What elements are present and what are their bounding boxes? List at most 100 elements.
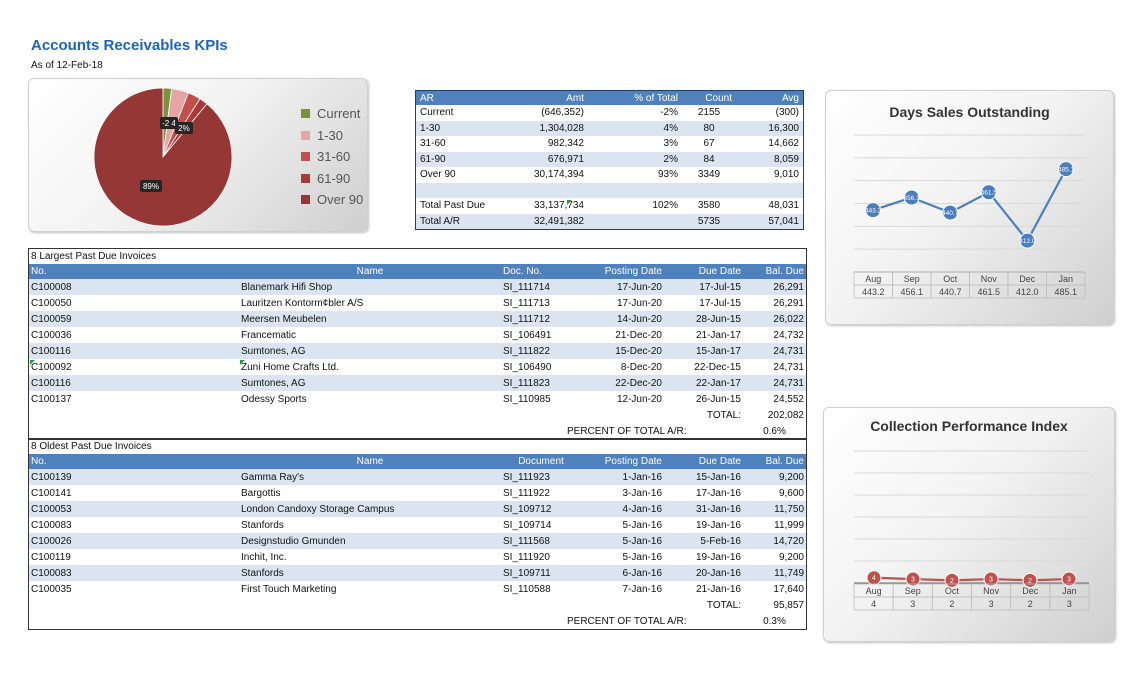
- cell: 9,010: [773, 169, 799, 181]
- cell: 19-Jan-16: [695, 519, 741, 531]
- table-row[interactable]: C100053 London Candoxy Storage Campus SI_1…: [29, 501, 806, 517]
- table-row[interactable]: C100083 Stanfords SI_109714 5-Jan-16 19-Jan-…: [29, 517, 806, 533]
- dso-chart[interactable]: Days Sales Outstanding 443.2 456.1 440.7 46…: [825, 90, 1114, 325]
- table-row: 1-30 1,304,028 4% 80 16,300: [415, 120, 804, 136]
- cpi-chart[interactable]: Collection Performance Index 4 3 2 3 2 3 Aug Se…: [823, 407, 1115, 642]
- svg-text:3: 3: [911, 577, 915, 584]
- ar-aging-pie-chart[interactable]: -2 4 2% 89% Current 1-30 31-60 61-90 Over …: [28, 78, 368, 232]
- col-doc-no: Doc. No.: [501, 264, 581, 279]
- cell: 14,662: [768, 138, 799, 150]
- col-count: Count: [682, 90, 736, 105]
- data-point[interactable]: 3: [905, 571, 921, 587]
- ar-summary-header: AR Amt % of Total Count Avg: [415, 90, 804, 105]
- ar-summary-table[interactable]: AR Amt % of Total Count Avg Current (646,…: [415, 90, 804, 230]
- cell: 12-Jun-20: [616, 393, 662, 405]
- table-row[interactable]: C100083 Stanfords SI_109711 6-Jan-16 20-Jan-…: [29, 565, 806, 581]
- table-row: Current (646,352) -2% 2155 (300): [416, 105, 804, 121]
- cell: Total Past Due: [420, 200, 486, 212]
- data-table-value: 456.1: [900, 287, 923, 297]
- table-row[interactable]: C100008 Blanemark Hifi Shop SI_111714 17-Ju…: [29, 279, 806, 295]
- data-point[interactable]: 456.1: [903, 189, 920, 206]
- cell: [588, 213, 682, 230]
- data-table-value: 485.1: [1054, 287, 1077, 297]
- data-point[interactable]: 412.0: [1019, 232, 1036, 249]
- cell: 11,750: [743, 501, 806, 517]
- pie-data-label: 2%: [175, 122, 193, 134]
- cell: 21-Jan-17: [695, 329, 741, 341]
- cell: C100083: [31, 519, 72, 531]
- cell: SI_111823: [501, 375, 581, 391]
- cell: 19-Jan-16: [695, 551, 741, 563]
- cell: SI_111822: [501, 343, 581, 359]
- data-point[interactable]: 440.7: [942, 204, 959, 221]
- table-row[interactable]: C100141 Bargottis SI_111922 3-Jan-16 17-Jan-…: [29, 485, 806, 501]
- cell: 21-Jan-16: [695, 583, 741, 595]
- cell: 1-30: [415, 120, 510, 136]
- col-ar: AR: [415, 90, 510, 105]
- cell: 9,200: [743, 469, 806, 485]
- cell: SI_111923: [501, 469, 581, 485]
- legend-label: Current: [317, 106, 361, 122]
- table-row[interactable]: C100059 Meersen Meubelen SI_111712 14-Jun-2…: [29, 311, 806, 327]
- table-row[interactable]: C100050 Lauritzen Kontorm¢bler A/S SI_1117…: [29, 295, 806, 311]
- table-row[interactable]: C100139 Gamma Ray's SI_111923 1-Jan-16 15-Ja…: [29, 469, 806, 485]
- table-row[interactable]: C100036 Francematic SI_106491 21-Dec-20 21-J…: [29, 327, 806, 343]
- cell: 67: [703, 138, 715, 150]
- cell: 2%: [588, 151, 682, 167]
- table-row[interactable]: C100026 Designstudio Gmunden SI_111568 5-Ja…: [29, 533, 806, 549]
- cell: C100035: [31, 583, 72, 595]
- pie-plot: -2 42% 89%: [93, 87, 233, 227]
- x-tick-label: Oct: [945, 586, 960, 596]
- legend-item-61-90: 61-90: [301, 168, 363, 190]
- table-row[interactable]: C100116 Sumtones, AG SI_111822 15-Dec-20 15-…: [29, 343, 806, 359]
- cell: 5735: [682, 213, 736, 230]
- cell: 61-90: [415, 151, 510, 167]
- cell: SI_111922: [503, 487, 550, 499]
- data-table-cell: [1046, 284, 1086, 299]
- cell-comment-indicator: [567, 200, 572, 205]
- table-row[interactable]: C100137 Odessy Sports SI_110985 12-Jun-20 26…: [29, 391, 806, 407]
- cell: 17-Jul-15: [664, 279, 743, 295]
- cell: SI_111712: [501, 311, 581, 327]
- table-row[interactable]: C100116 Sumtones, AG SI_111823 22-Dec-20 22-…: [29, 375, 806, 391]
- cell: 3%: [663, 138, 678, 150]
- cell: 24,731: [743, 343, 806, 359]
- svg-text:2: 2: [950, 578, 954, 585]
- x-tick-label: Jan: [1062, 586, 1077, 596]
- data-point[interactable]: 485.1: [1058, 161, 1075, 178]
- data-point[interactable]: 443.2: [865, 202, 882, 219]
- cell: C100092: [31, 361, 72, 373]
- cell: 7-Jan-16: [622, 583, 662, 595]
- table-row[interactable]: C100035 First Touch Marketing SI_110588 7-J…: [29, 581, 806, 597]
- cell: (646,352): [541, 107, 584, 119]
- cell: 102%: [652, 200, 678, 212]
- cell: 33,137,734: [533, 200, 584, 212]
- total-row: TOTAL: 95,857: [29, 597, 806, 613]
- total-value: 95,857: [773, 599, 804, 611]
- data-point[interactable]: 3: [1061, 571, 1077, 587]
- table-row[interactable]: C100119 Inchit, Inc. SI_111920 5-Jan-16 19-J…: [29, 549, 806, 565]
- total-label: TOTAL:: [706, 599, 741, 611]
- oldest-past-due-table[interactable]: 8 Oldest Past Due Invoices No. Name Docu…: [28, 438, 807, 630]
- cell: Sumtones, AG: [239, 343, 501, 359]
- cell: SI_111568: [501, 533, 581, 549]
- svg-text:-2 4: -2 4: [162, 119, 176, 128]
- data-point[interactable]: 461.5: [981, 184, 998, 201]
- cell: 15-Dec-20: [581, 343, 664, 359]
- largest-past-due-table[interactable]: 8 Largest Past Due Invoices No. Name Doc…: [28, 248, 807, 440]
- cell: 15-Jan-17: [664, 343, 743, 359]
- total-label: TOTAL:: [706, 409, 741, 421]
- legend-item-31-60: 31-60: [301, 146, 363, 168]
- svg-text:4: 4: [872, 575, 876, 582]
- cell: C100008: [29, 279, 239, 295]
- cell-comment-indicator: [240, 360, 245, 365]
- data-point[interactable]: 3: [983, 571, 999, 587]
- percent-value: 0.3%: [763, 615, 786, 627]
- data-point[interactable]: 4: [866, 570, 882, 586]
- table-row[interactable]: C100092 Zuni Home Crafts Ltd. SI_106490 8-D…: [29, 359, 806, 375]
- cell: Francematic: [241, 329, 297, 341]
- cell: [588, 182, 682, 198]
- total-row: TOTAL: 202,082: [29, 407, 806, 423]
- cell: 4%: [588, 120, 682, 136]
- x-tick-label: Aug: [865, 274, 881, 284]
